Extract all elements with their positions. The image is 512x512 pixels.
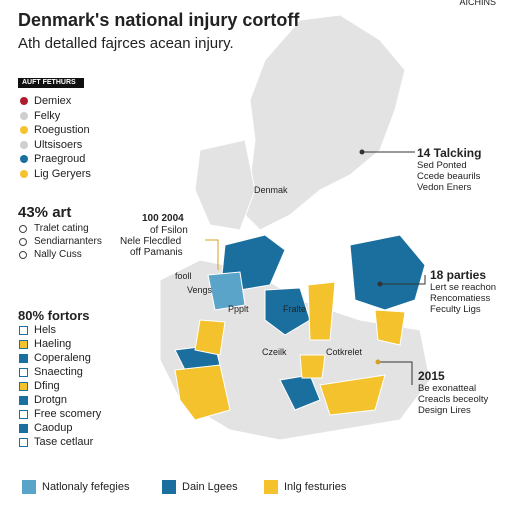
stat-icon (19, 251, 27, 259)
legend-swatch (20, 155, 28, 163)
region (319, 374, 386, 416)
callout-line: Ccede beaurils (417, 171, 481, 182)
land (239, 14, 406, 231)
region (374, 309, 406, 346)
stat-item: Nally Cuss (34, 249, 82, 260)
stat-heading: 43% art (18, 204, 72, 221)
dot (359, 149, 365, 155)
stat-heading: 80% fortors (18, 308, 90, 323)
badge: AICHINS (459, 0, 496, 7)
footer-swatch (264, 480, 278, 494)
stat-item: Haeling (34, 338, 72, 350)
region (194, 319, 226, 356)
stat-icon (19, 238, 27, 246)
legend-swatch (20, 169, 28, 178)
legend-label: Demiex (34, 95, 72, 107)
title: Denmark's national injury cortoff (18, 10, 300, 30)
stat-icon (19, 354, 28, 363)
map-note-line: of Fsilon (150, 225, 188, 236)
region (299, 354, 326, 379)
leader-line (205, 239, 219, 270)
land (194, 139, 256, 231)
legend-label: Lig Geryers (34, 167, 91, 180)
stat-item: Tase cetlaur (34, 436, 94, 448)
stat-icon (19, 396, 28, 405)
leader-line (380, 275, 426, 285)
map-label: Cotkrelet (326, 347, 363, 357)
stat-item: Sendiarnanters (34, 236, 102, 247)
region (349, 234, 426, 311)
map-label: Czeilk (262, 347, 287, 357)
stat-item: Hels (34, 324, 57, 336)
region (207, 271, 246, 311)
legend-swatch (20, 97, 28, 105)
stat-icon (19, 368, 28, 377)
callout-line: Creacls beceolty (418, 394, 489, 405)
map-note-line: off Pamanis (130, 247, 183, 258)
region (307, 281, 336, 341)
footer-swatch (22, 480, 36, 494)
footer-swatch (162, 480, 176, 494)
callout-line: Be exonatteal (418, 383, 477, 394)
stat-item: Dfing (34, 380, 60, 392)
footer-label: Inlg festuries (284, 481, 347, 493)
subtitle: Ath detalled fajrces acean injury. (18, 35, 234, 52)
map-note-title: 100 2004 (142, 213, 184, 224)
legend-swatch (20, 111, 28, 120)
stat-icon (19, 340, 28, 349)
map-label: Fralte (283, 304, 307, 314)
map-label: fooll (175, 271, 192, 281)
map-label: Ppplt (228, 304, 249, 314)
legend-label: Ultsisoers (34, 138, 83, 151)
stat-icon (19, 424, 28, 433)
legend-label: Roegustion (34, 124, 90, 136)
region (264, 287, 311, 336)
leader-line (378, 361, 413, 385)
map-label: Denmak (254, 185, 288, 195)
legend-label: Praegroud (34, 153, 86, 165)
map-note-line: Nele Flecdled (120, 236, 182, 247)
map-label: Vengs (187, 285, 213, 295)
region (174, 364, 231, 421)
callout-line: Rencomatiess (430, 293, 491, 304)
stat-icon (19, 410, 28, 419)
callout-line: Vedon Eners (417, 182, 472, 193)
stat-icon (19, 326, 28, 335)
callout-line: Design Lires (418, 405, 471, 416)
legend-label: Felky (34, 109, 61, 122)
callout-title: 18 parties (430, 268, 487, 282)
callout-title: 2015 (418, 369, 445, 383)
region (279, 374, 321, 411)
footer-label: Natlonaly fefegies (42, 481, 130, 493)
stat-item: Snaecting (34, 366, 83, 378)
footer-label: Dain Lgees (182, 481, 238, 493)
stat-item: Tralet cating (34, 223, 89, 234)
stat-item: Free scomery (34, 408, 102, 420)
stat-icon (19, 382, 28, 391)
callout-line: Sed Ponted (417, 160, 467, 171)
callout-line: Lert se reachon (430, 282, 497, 293)
dot (377, 281, 383, 287)
stat-icon (19, 438, 28, 447)
legend-swatch (20, 140, 28, 149)
dot (375, 359, 381, 365)
callout-title: 14 Talcking (417, 146, 482, 160)
stat-item: Caodup (34, 422, 73, 434)
stat-item: Drotgn (34, 394, 68, 406)
legend-title: AUFT FETHURS (22, 79, 76, 86)
legend-swatch (20, 126, 28, 134)
stat-item: Coperaleng (34, 352, 91, 364)
stat-icon (19, 225, 27, 233)
legend-bar (18, 78, 84, 88)
callout-line: Feculty Ligs (430, 304, 481, 315)
